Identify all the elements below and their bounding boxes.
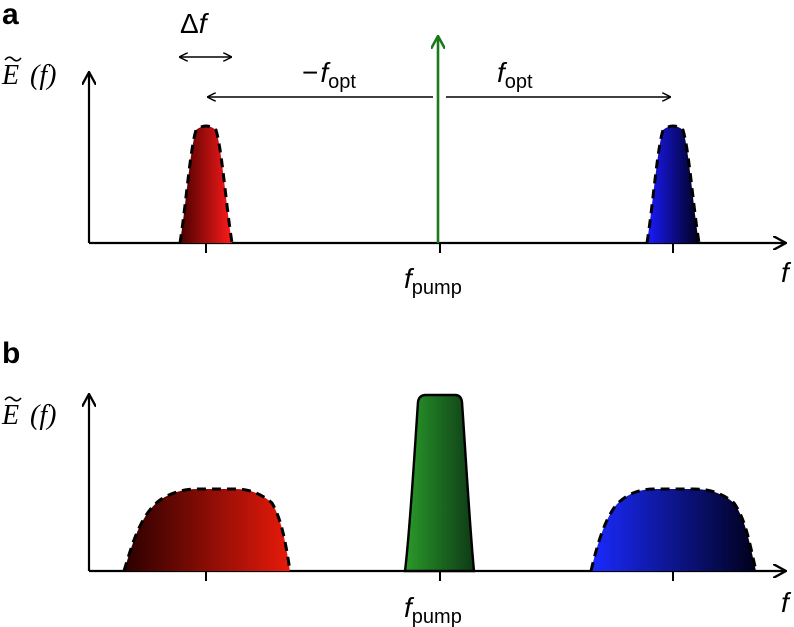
minus-fopt-label: −fopt — [302, 57, 356, 93]
pump-band-b — [403, 393, 476, 573]
y-axis-label-a: E (f) — [1, 56, 56, 91]
tilde-icon — [4, 396, 22, 402]
delta-f-var: f — [199, 8, 210, 39]
delta-f-label: Δf — [180, 8, 210, 39]
fpump-label-b: fpump — [404, 592, 462, 627]
red-sideband-a — [180, 126, 232, 243]
fpump-label-a: fpump — [404, 263, 462, 299]
fopt-label: fopt — [497, 57, 533, 93]
y-axis-symbol-a: E — [1, 60, 19, 91]
red-sideband-b — [124, 489, 290, 571]
y-axis-arg-a: (f) — [30, 60, 56, 91]
fpump-sub-b: pump — [412, 606, 462, 627]
y-axis-symbol-b: E — [1, 400, 19, 431]
delta-symbol: Δ — [180, 8, 199, 39]
blue-sideband-envelope-b — [589, 487, 758, 572]
panel-label-a: a — [2, 0, 19, 31]
fpump-var-a: f — [404, 263, 415, 294]
minus-fopt-sub: opt — [328, 71, 356, 93]
blue-sideband-envelope-a — [645, 124, 701, 244]
fopt-sub: opt — [505, 71, 533, 93]
y-axis-label-b: E (f) — [1, 396, 56, 431]
tilde-icon — [4, 56, 22, 62]
red-sideband-envelope-a — [178, 124, 234, 244]
x-axis-label-b: f — [781, 587, 792, 618]
minus-sign: − — [302, 57, 318, 88]
panel-label-b: b — [2, 337, 20, 370]
fopt-var: f — [497, 57, 508, 88]
panel-b: b E (f) f fpump — [1, 337, 792, 627]
delta-f-annotation: Δf — [180, 8, 231, 57]
x-axis-label-a: f — [781, 257, 792, 288]
y-axis-arg-b: (f) — [30, 400, 56, 431]
blue-sideband-a — [647, 126, 699, 243]
minus-fopt-var: f — [320, 57, 331, 88]
fpump-var-b: f — [404, 592, 415, 623]
red-sideband-envelope-b — [122, 487, 292, 572]
fpump-sub-a: pump — [412, 277, 462, 299]
panel-a: a E (f) f Δf — [1, 0, 792, 299]
blue-sideband-b — [591, 489, 756, 571]
